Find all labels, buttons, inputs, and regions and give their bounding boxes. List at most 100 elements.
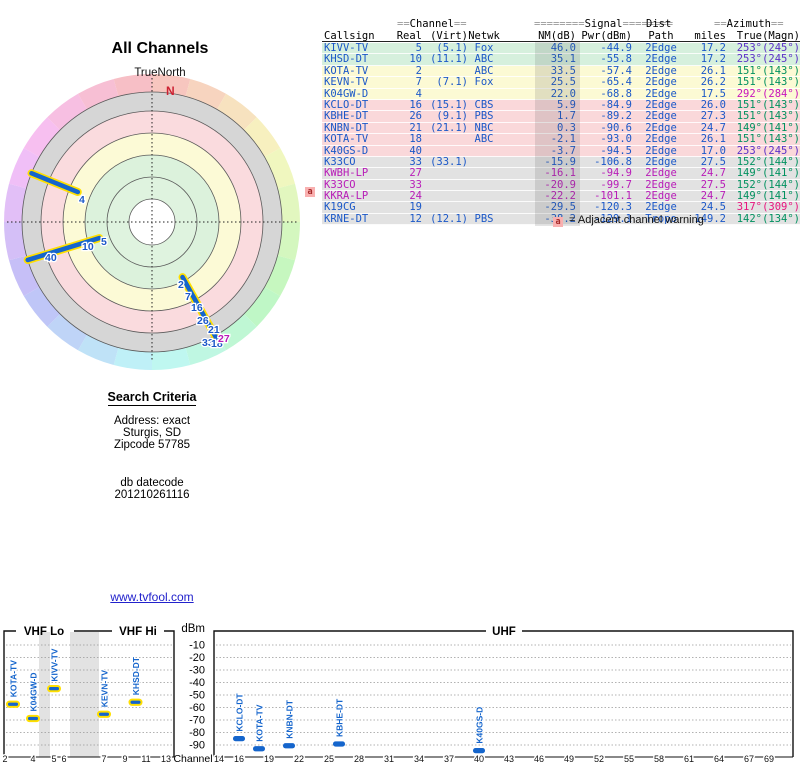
cell-virt — [422, 134, 468, 145]
signal-bar — [128, 698, 143, 706]
channel-tick-label: 31 — [384, 754, 394, 764]
true-north-label: TrueNorth — [134, 67, 186, 79]
channel-tick-label: 19 — [264, 754, 274, 764]
cell-cs: K33CO — [324, 155, 356, 168]
cell-virt — [422, 168, 468, 179]
cell-mag: (245°) — [762, 53, 800, 66]
band-gap — [39, 632, 50, 757]
cell-path: Tropo — [645, 212, 677, 225]
cell-cs: KRNE-DT — [324, 212, 369, 225]
bar-callsign-label: K04GW-D — [29, 672, 39, 711]
signal-bar — [97, 710, 111, 718]
cell-mi: 24.7 — [700, 121, 726, 134]
cell-real: 27 — [409, 167, 422, 180]
cell-net: NBC — [474, 121, 494, 134]
dbm-tick-label: -60 — [189, 702, 205, 714]
col-header-netwk: Netwk — [468, 30, 500, 42]
cell-pwr: -68.8 — [600, 87, 632, 100]
signal-group-header: ========Signal======== — [534, 18, 674, 30]
cell-az: 149° — [736, 121, 762, 134]
cell-az: 317° — [736, 201, 762, 214]
cell-az: 151° — [736, 133, 762, 146]
cell-mag: (141°) — [762, 167, 800, 180]
col-header-real: Real — [396, 30, 422, 42]
cell-mag: (245°) — [762, 144, 800, 157]
cell-cs: KIVV-TV — [324, 42, 369, 54]
compass-hue-segment — [217, 313, 257, 351]
channel-tick-label: 22 — [294, 754, 304, 764]
compass-hue-segment — [113, 347, 152, 371]
channel-tick-label: 16 — [234, 754, 244, 764]
table-row: KBHE-DT 26 (9.1) PBS 1.7 -89.2 2Edge 27.3 151° (1… — [322, 110, 800, 123]
dbm-tick-label: -30 — [189, 665, 205, 677]
cell-az: 151° — [736, 110, 762, 123]
cell-nm: 35.1 — [550, 53, 576, 66]
compass-hue-segment — [47, 313, 87, 351]
table-row: KOTA-TV 18 ABC -2.1 -93.0 2Edge 26.1 151° (143°) — [322, 133, 800, 146]
cell-mi: 27.3 — [700, 110, 726, 123]
cell-virt: (7.1) — [436, 76, 468, 89]
cell-pwr: -93.0 — [600, 133, 632, 146]
cell-pwr: -65.4 — [600, 76, 632, 89]
dbm-tick-label: -20 — [189, 652, 205, 664]
cell-net: ABC — [474, 64, 494, 77]
cell-pwr: -129.1 — [594, 212, 632, 225]
cell-pwr: -55.8 — [600, 53, 632, 66]
cell-cs: KCLO-DT — [324, 98, 369, 111]
cell-real: 33 — [409, 155, 422, 168]
dist-group-header: Dist — [646, 18, 672, 30]
cell-nm: 33.5 — [550, 64, 576, 77]
cell-az: 142° — [736, 212, 762, 225]
tvfool-link[interactable]: www.tvfool.com — [110, 590, 194, 604]
radar-channel-label: 2 — [178, 279, 184, 291]
section-label-vhf-lo: VHF Lo — [24, 626, 64, 638]
compass-hue-segment — [152, 347, 191, 371]
channel-tick-label: 64 — [714, 754, 724, 764]
channel-tick-label: 28 — [354, 754, 364, 764]
cell-path: 2Edge — [645, 98, 677, 111]
cell-virt: (9.1) — [436, 110, 468, 123]
cell-path: 2Edge — [645, 144, 677, 157]
signal-bar — [283, 743, 295, 749]
compass-hue-segment — [277, 222, 301, 261]
cell-real: 16 — [409, 98, 422, 111]
channel-tick-label: 11 — [141, 754, 150, 764]
bar-callsign-label: KOTA-TV — [255, 704, 265, 741]
cell-virt — [422, 89, 468, 100]
dbm-tick-label: -80 — [189, 727, 205, 739]
cell-mi: 27.5 — [700, 155, 726, 168]
cell-pwr: -89.2 — [600, 110, 632, 123]
compass-hue-segment — [264, 148, 295, 189]
cell-path: 2Edge — [645, 76, 677, 89]
bar-callsign-label: K40GS-D — [475, 707, 485, 744]
cell-path: 2Edge — [645, 121, 677, 134]
compass-hue-segment — [185, 79, 226, 110]
table-row: K19CG 19 -29.5 -120.3 2Edge 24.5 317° (309°) — [322, 201, 800, 214]
cell-cs: K19CG — [324, 201, 356, 214]
cell-nm: 25.5 — [550, 76, 576, 89]
cell-cs: KHSD-DT — [324, 53, 369, 66]
signal-bar — [26, 714, 40, 723]
table-row: K33CO 33 -20.9 -99.7 2Edge 27.5 152° (144°) — [322, 178, 800, 192]
cell-path: 2Edge — [645, 167, 677, 180]
cell-mag: (143°) — [762, 98, 800, 111]
signal-bar — [47, 685, 61, 693]
cell-cs: K33CO — [324, 178, 356, 191]
cell-nm: -16.1 — [544, 167, 576, 180]
cell-az: 151° — [736, 98, 762, 111]
cell-mi: 26.0 — [700, 98, 726, 111]
bar-callsign-label: KBHE-DT — [335, 698, 345, 737]
cell-real: 40 — [409, 144, 422, 157]
cell-net — [468, 168, 500, 179]
cell-mag: (143°) — [762, 64, 800, 77]
radar-channel-label: 18 — [211, 338, 223, 350]
cell-pwr: -44.9 — [600, 42, 632, 54]
cell-mi: 24.7 — [700, 167, 726, 180]
table-row: KKRA-LP 24 -22.2 -101.1 2Edge 24.7 149° (141°) — [322, 191, 800, 203]
dbm-tick-label: -90 — [189, 740, 205, 752]
channel-tick-label: 49 — [564, 754, 574, 764]
cell-mag: (134°) — [762, 212, 800, 225]
cell-mag: (284°) — [762, 87, 800, 100]
